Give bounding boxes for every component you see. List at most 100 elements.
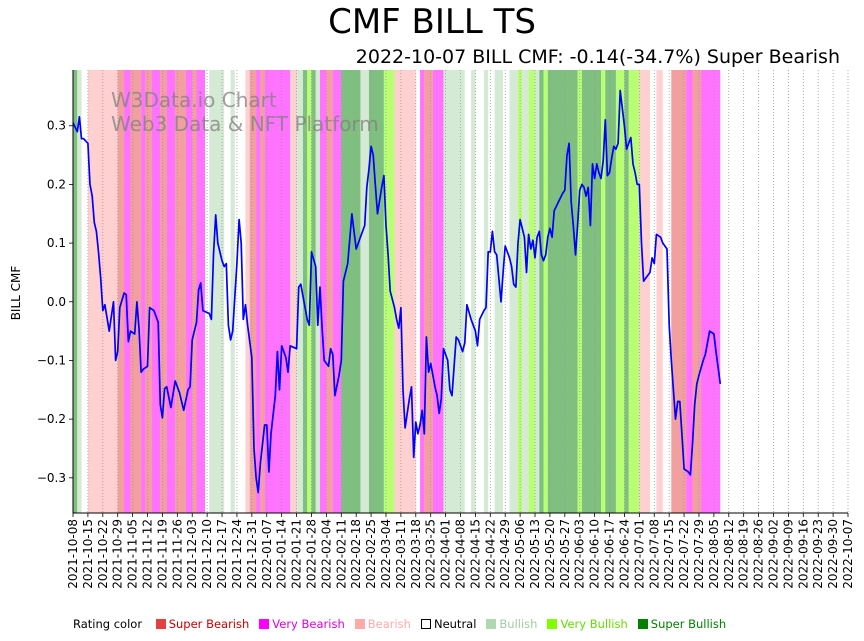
y-tick-label: 0.0 bbox=[47, 295, 66, 309]
legend-item: Super Bearish bbox=[155, 617, 250, 631]
x-tick-label: 2022-04-01 bbox=[439, 519, 453, 589]
rating-band bbox=[319, 70, 327, 513]
x-tick-label: 2022-08-12 bbox=[722, 519, 736, 589]
x-tick-label: 2022-01-28 bbox=[304, 519, 318, 589]
rating-band bbox=[256, 70, 261, 513]
x-tick-label: 2022-06-17 bbox=[603, 519, 617, 589]
y-tick-label: 0.1 bbox=[47, 236, 66, 250]
x-tick-label: 2022-09-30 bbox=[826, 519, 840, 589]
legend-swatch bbox=[420, 619, 431, 629]
x-tick-label: 2021-10-22 bbox=[96, 519, 110, 589]
x-tick-label: 2021-11-19 bbox=[155, 519, 169, 589]
legend-swatch bbox=[637, 619, 648, 629]
legend-item: Bearish bbox=[354, 617, 411, 631]
rating-band bbox=[341, 70, 361, 513]
x-tick-label: 2022-09-09 bbox=[781, 519, 795, 589]
rating-band bbox=[624, 70, 629, 513]
x-tick-label: 2021-12-17 bbox=[215, 519, 229, 589]
x-tick-label: 2022-07-22 bbox=[677, 519, 691, 589]
rating-band bbox=[424, 70, 433, 513]
chart-subtitle: 2022-10-07 BILL CMF: -0.14(-34.7%) Super… bbox=[355, 46, 840, 68]
x-tick-label: 2021-12-10 bbox=[200, 519, 214, 589]
rating-band bbox=[535, 70, 540, 513]
x-tick-label: 2022-06-03 bbox=[573, 519, 587, 589]
rating-band bbox=[528, 70, 536, 513]
y-tick-label: −0.3 bbox=[37, 471, 66, 485]
y-tick-label: −0.1 bbox=[37, 353, 66, 367]
x-tick-label: 2022-07-15 bbox=[662, 519, 676, 589]
x-tick-label: 2021-12-31 bbox=[245, 519, 259, 589]
legend-label: Rating color bbox=[73, 617, 143, 631]
rating-band bbox=[151, 70, 161, 513]
legend-item: Neutral bbox=[420, 617, 477, 631]
watermark-line-1: W3Data.io Chart bbox=[111, 88, 277, 112]
rating-band bbox=[264, 70, 291, 513]
x-tick-label: 2022-06-24 bbox=[617, 519, 631, 589]
rating-band bbox=[326, 70, 333, 513]
legend-swatch bbox=[547, 619, 558, 629]
rating-band bbox=[420, 70, 425, 513]
y-tick-label: −0.2 bbox=[37, 412, 66, 426]
x-tick-label: 2022-02-18 bbox=[349, 519, 363, 589]
x-tick-label: 2021-12-03 bbox=[185, 519, 199, 589]
legend-item-label: Very Bearish bbox=[272, 617, 345, 631]
x-gridlines bbox=[72, 70, 849, 513]
rating-band bbox=[77, 70, 82, 513]
rating-band bbox=[509, 70, 518, 513]
rating-band bbox=[605, 70, 616, 513]
legend-item-label: Super Bearish bbox=[168, 617, 250, 631]
rating-band bbox=[547, 70, 578, 513]
rating-legend: Rating color Super Bearish Very Bearish Be… bbox=[73, 617, 736, 631]
x-tick-label: 2022-02-04 bbox=[319, 519, 333, 589]
legend-swatch bbox=[259, 619, 270, 629]
x-axis-ticks: 2021-10-08 2021-10-15 2021-10-22 2021-10-29… bbox=[66, 513, 855, 589]
x-tick-label: 2022-07-01 bbox=[632, 519, 646, 589]
legend-item-label: Bullish bbox=[499, 617, 538, 631]
x-tick-label: 2022-03-18 bbox=[409, 519, 423, 589]
legend-item: Very Bullish bbox=[547, 617, 628, 631]
rating-band bbox=[543, 70, 548, 513]
legend-item-label: Super Bullish bbox=[650, 617, 727, 631]
x-tick-label: 2022-05-20 bbox=[543, 519, 557, 589]
rating-band bbox=[124, 70, 131, 513]
x-tick-label: 2022-05-06 bbox=[513, 519, 527, 589]
rating-band bbox=[443, 70, 465, 513]
rating-band bbox=[394, 70, 406, 513]
chart-title: CMF BILL TS bbox=[328, 2, 536, 42]
rating-band bbox=[145, 70, 152, 513]
x-tick-label: 2022-05-27 bbox=[558, 519, 572, 589]
rating-band bbox=[209, 70, 225, 513]
rating-band bbox=[692, 70, 702, 513]
legend-item: Bullish bbox=[486, 617, 537, 631]
legend-item: Very Bearish bbox=[259, 617, 345, 631]
x-tick-label: 2022-07-29 bbox=[692, 519, 706, 589]
x-tick-label: 2021-11-26 bbox=[170, 519, 184, 589]
rating-band bbox=[517, 70, 523, 513]
x-tick-label: 2021-11-05 bbox=[126, 519, 140, 589]
rating-band bbox=[296, 70, 303, 513]
x-tick-label: 2022-04-22 bbox=[483, 519, 497, 589]
rating-band bbox=[192, 70, 197, 513]
x-tick-label: 2022-10-07 bbox=[841, 519, 855, 589]
x-tick-label: 2021-10-15 bbox=[81, 519, 95, 589]
watermark-line-2: Web3 Data & NFT Platform bbox=[111, 112, 379, 136]
rating-band bbox=[311, 70, 316, 513]
rating-band bbox=[315, 70, 320, 513]
rating-band bbox=[577, 70, 582, 513]
rating-band bbox=[465, 70, 471, 513]
series-layer bbox=[72, 89, 722, 494]
x-tick-label: 2022-06-10 bbox=[588, 519, 602, 589]
legend-item-label: Neutral bbox=[433, 617, 477, 631]
rating-band bbox=[663, 70, 672, 513]
rating-band bbox=[656, 70, 663, 513]
x-tick-label: 2022-01-21 bbox=[290, 519, 304, 589]
y-axis-label: BILL CMF bbox=[9, 266, 23, 321]
x-tick-label: 2022-01-14 bbox=[275, 519, 289, 589]
x-tick-label: 2022-05-13 bbox=[528, 519, 542, 589]
rating-band bbox=[235, 70, 246, 513]
legend-swatch bbox=[486, 619, 497, 629]
legend-item-label: Bearish bbox=[367, 617, 411, 631]
x-tick-label: 2021-10-08 bbox=[66, 519, 80, 589]
rating-band bbox=[73, 70, 78, 513]
